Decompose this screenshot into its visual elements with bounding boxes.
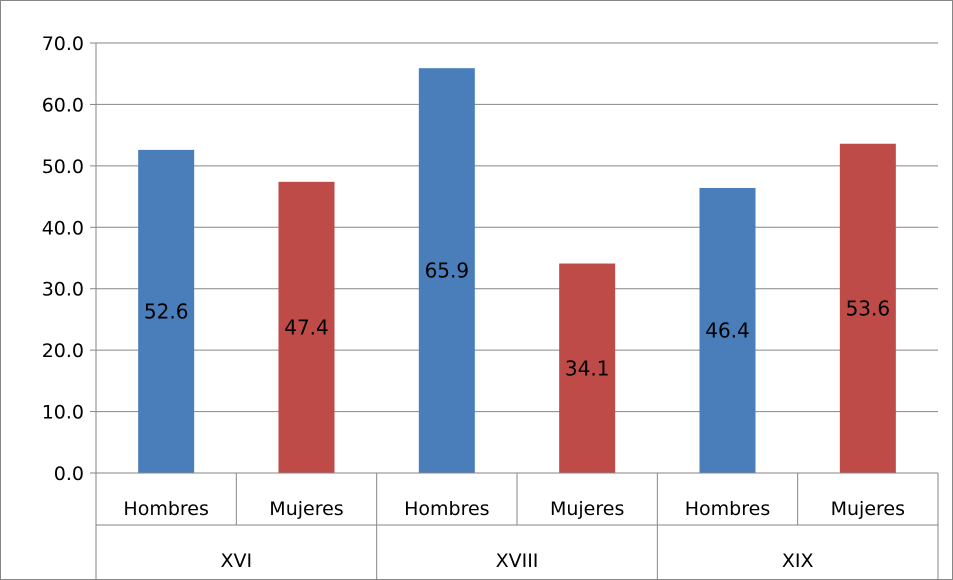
bar: [418, 68, 475, 473]
bars: [138, 68, 896, 474]
category-label: Mujeres: [269, 498, 343, 520]
bar: [559, 263, 616, 473]
x-axis: Hombres Mujeres Hombres Mujeres Hombres Mujer…: [95, 472, 939, 579]
group-label: XVI: [221, 550, 253, 572]
category-label: Mujeres: [831, 498, 905, 520]
group-label: XIX: [782, 550, 814, 572]
bar: [699, 187, 756, 473]
data-labels: 52.6 47.4 65.9 34.1 46.4 53.6: [144, 259, 890, 381]
bar: [278, 181, 335, 474]
category-label: Hombres: [685, 498, 770, 520]
category-label: Hombres: [123, 498, 208, 520]
group-label: XVIII: [496, 550, 539, 572]
y-axis-ticks: 0.0 10.0 20.0 30.0 40.0 50.0 60.0 70.0: [42, 33, 97, 485]
y-tick-label: 20.0: [42, 340, 84, 362]
y-tick-label: 0.0: [54, 463, 84, 485]
category-label: Mujeres: [550, 498, 624, 520]
data-label: 47.4: [284, 315, 329, 339]
category-label: Hombres: [404, 498, 489, 520]
data-label: 52.6: [144, 299, 189, 323]
y-tick-label: 70.0: [42, 33, 84, 55]
data-label: 53.6: [846, 296, 891, 320]
data-label: 34.1: [565, 356, 610, 380]
y-tick-label: 50.0: [42, 156, 84, 178]
gridlines: [96, 42, 938, 413]
data-label: 46.4: [705, 318, 750, 342]
y-tick-label: 40.0: [42, 217, 84, 239]
data-label: 65.9: [425, 259, 470, 283]
bar: [138, 149, 195, 473]
y-tick-label: 60.0: [42, 94, 84, 116]
y-tick-label: 10.0: [42, 402, 84, 424]
y-tick-label: 30.0: [42, 279, 84, 301]
bar: [839, 143, 896, 473]
